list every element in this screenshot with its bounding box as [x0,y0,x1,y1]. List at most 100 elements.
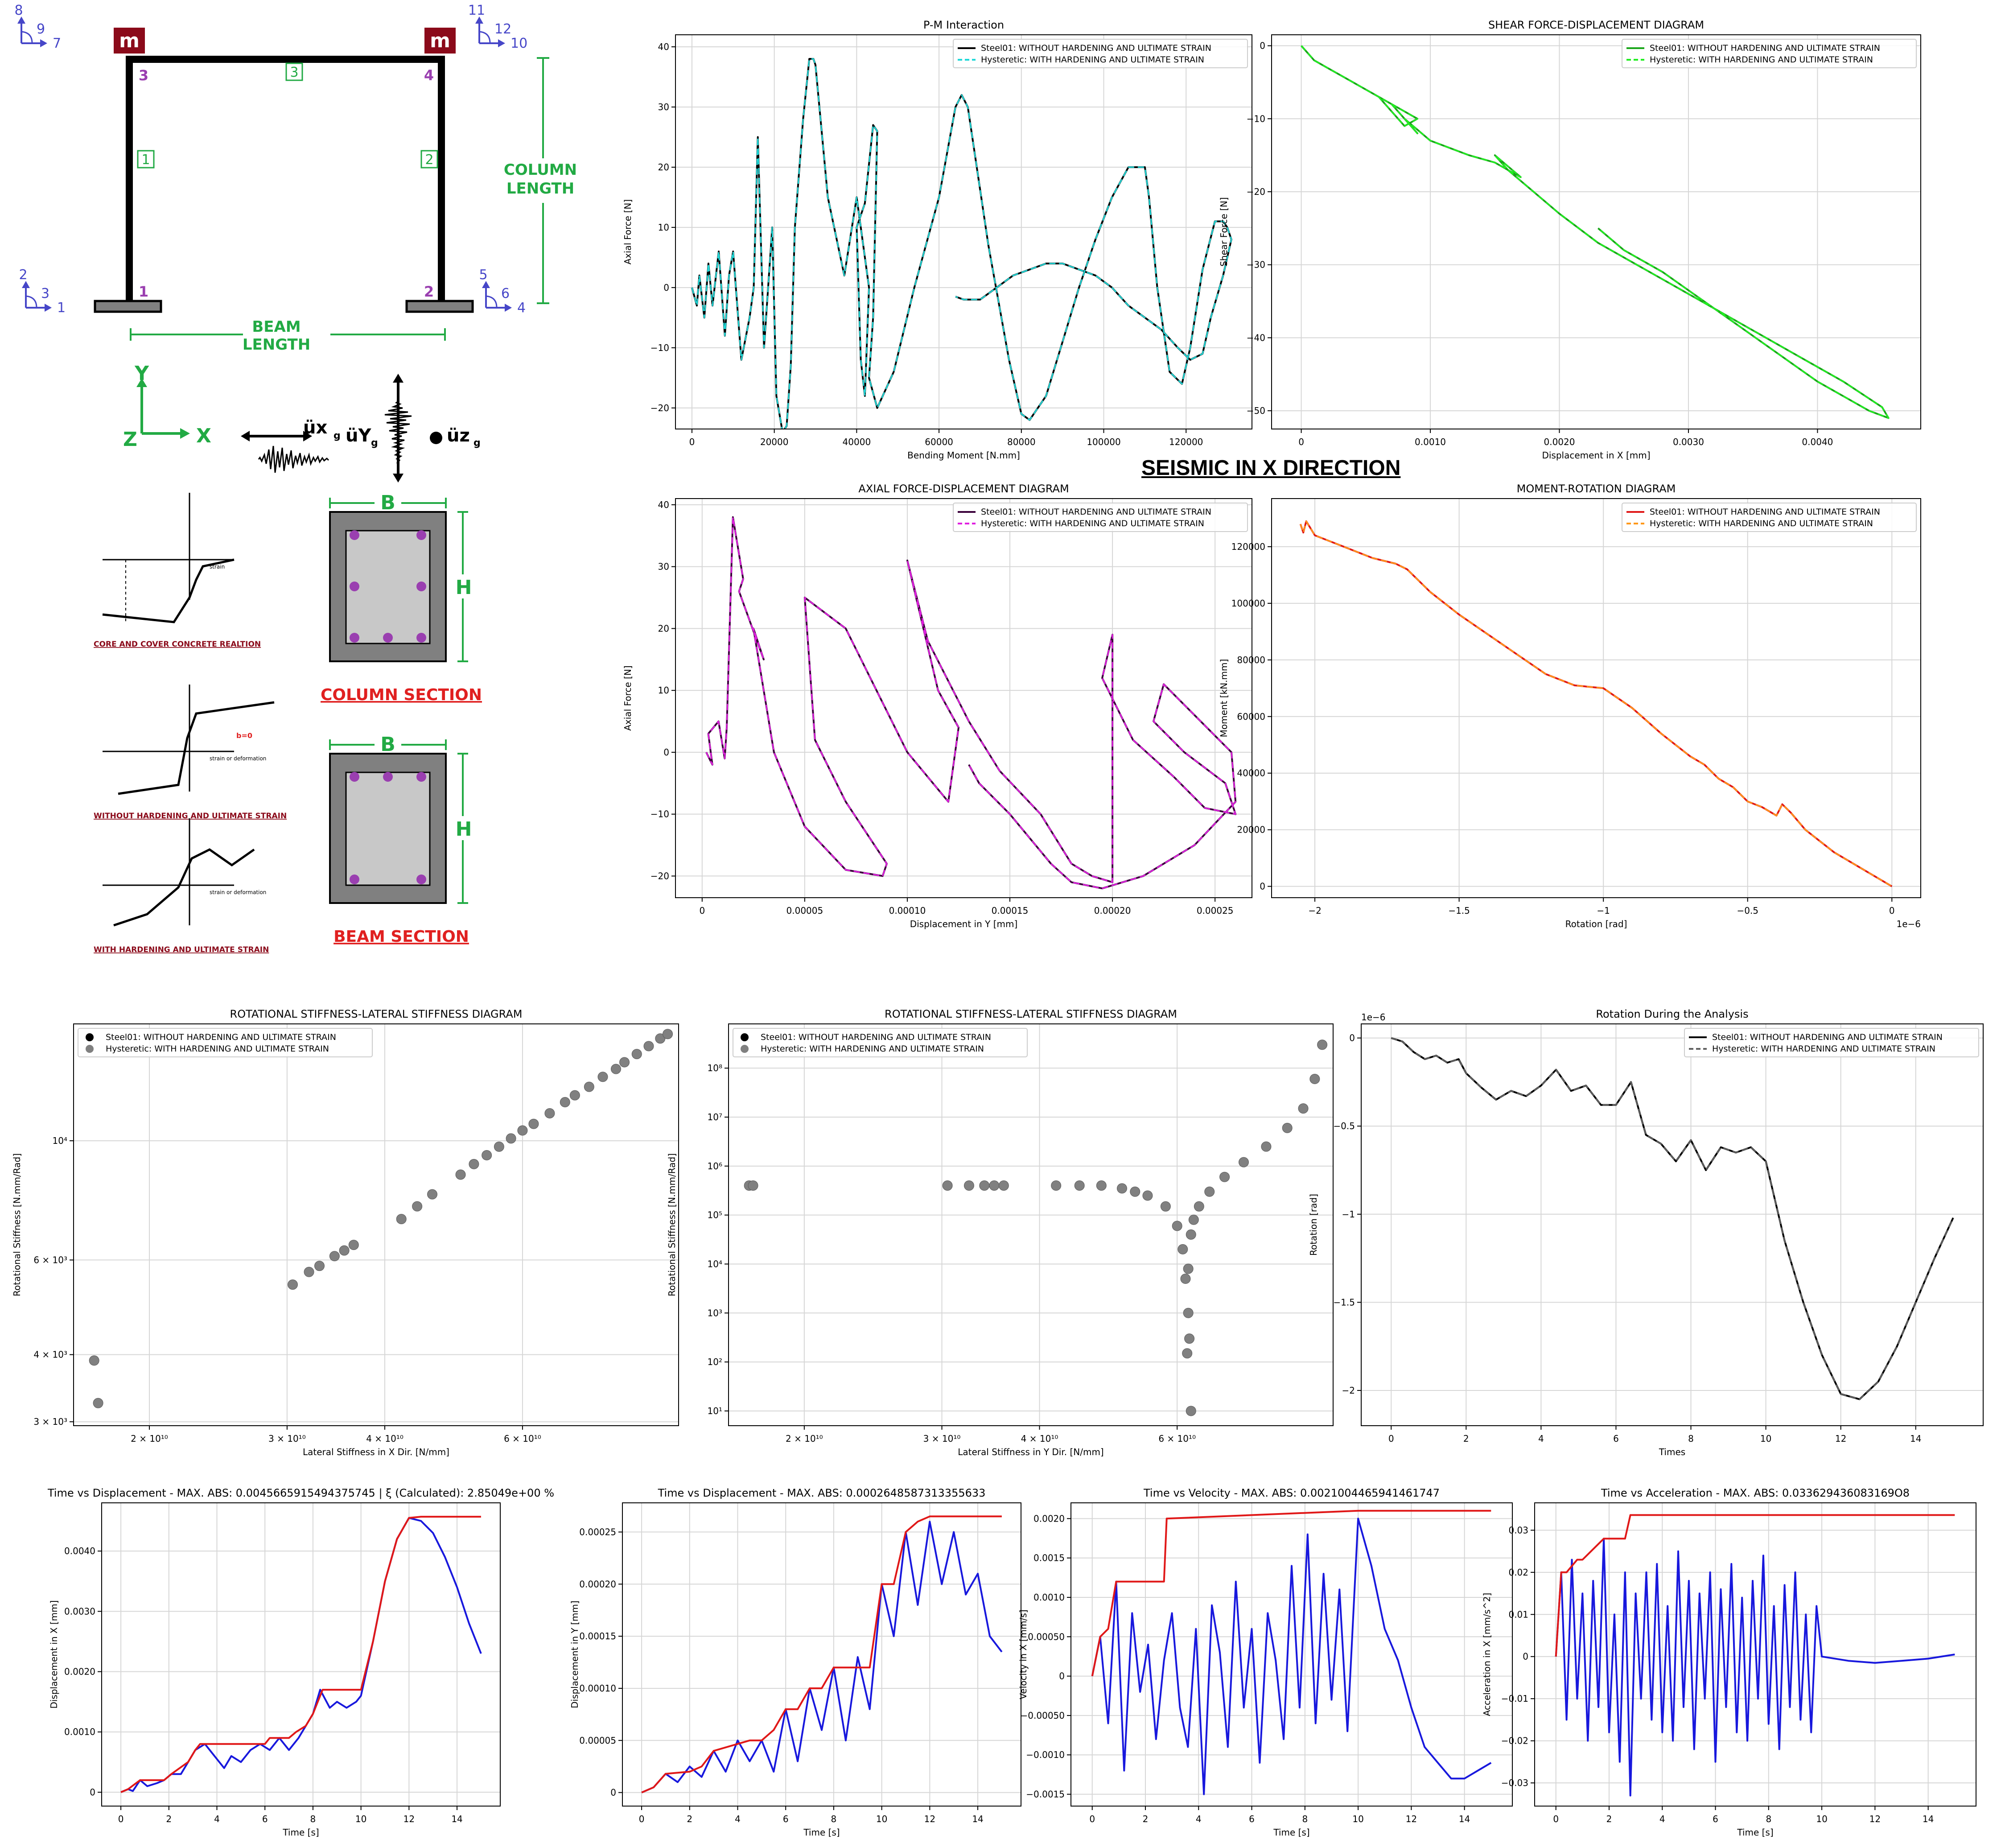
x-tick-label: −2 [1308,905,1321,916]
y-tick-label: −10 [651,809,669,820]
scatter-point [597,1072,608,1082]
x-tick-label: 10 [1816,1814,1827,1824]
ground-motion-z-symbol [430,432,442,444]
series-line [120,1516,481,1793]
dof-rotation-arc [486,295,498,308]
legend-label: Steel01: WITHOUT HARDENING AND ULTIMATE … [1650,43,1880,53]
scatter-point [1186,1406,1196,1416]
x-tick-label: 0 [1388,1433,1394,1444]
scatter-point [93,1398,103,1408]
x-tick-label: 60000 [925,437,953,447]
scatter-point [304,1266,314,1277]
x-tick-label: 2 [1463,1433,1469,1444]
scatter-point [1183,1263,1194,1274]
global-z-label: Z [123,428,137,451]
y-tick-label: 0.00015 [579,1631,616,1642]
x-tick-label: 0.00020 [1094,905,1131,916]
scatter-point [1317,1040,1328,1050]
ground-motion-y-label: üY [346,425,371,446]
beam-length-label: BEAM [252,318,301,336]
material-curve [113,848,255,927]
y-tick-label: −0.0010 [1026,1749,1065,1760]
scatter-point [1188,1214,1199,1225]
dof-arrowhead [22,281,30,288]
y-tick-label: 120000 [1231,541,1265,552]
column-label-bg [499,158,587,203]
y-tick-label: 0.0020 [1033,1513,1065,1524]
global-x-label: X [196,425,211,447]
scatter-point [329,1251,340,1262]
legend-box [1684,1028,1979,1057]
material-caption: CORE AND COVER CONCRETE REALTION [94,640,261,649]
scatter-point [314,1261,325,1271]
x-tick-label: 4 [1538,1433,1544,1444]
ground-motion-arrowhead [303,431,312,441]
x-tick-label: 0.00015 [992,905,1029,916]
element-number: 1 [141,152,150,168]
series-line [1301,45,1890,419]
dof-rotation-arc [479,31,491,44]
x-tick-label: 14 [1923,1814,1934,1824]
x-axis-label: Time [s] [282,1827,319,1838]
y-tick-label: 20 [658,162,669,173]
y-tick-label: 0.00025 [579,1526,616,1537]
scatter-point [1204,1186,1215,1197]
chart-title: ROTATIONAL STIFFNESS-LATERAL STIFFNESS D… [230,1008,523,1020]
series-line [1091,1510,1491,1676]
plot-frame [1534,1502,1976,1807]
scatter-point [1178,1244,1188,1254]
y-tick-label: 6 × 10³ [33,1254,67,1265]
scatter-point [643,1041,654,1052]
x-tick-label: 6 [1613,1433,1619,1444]
plot-frame [675,34,1252,429]
section-b-label: B [380,733,395,756]
x-tick-label: 6 [262,1814,268,1824]
y-tick-label: 40 [658,41,669,52]
mass-block [114,28,145,54]
legend-label: Steel01: WITHOUT HARDENING AND ULTIMATE … [761,1032,991,1042]
legend-label: Hysteretic: WITH HARDENING AND ULTIMATE … [981,519,1204,528]
scatter-point [517,1125,528,1136]
charts-layer: 0 20000 40000 60000 80000 100000 120000−20−100… [12,19,1984,1838]
legend-marker [741,1033,749,1041]
legend-label: Hysteretic: WITH HARDENING AND ULTIMATE … [1650,55,1873,65]
y-tick-label: 10⁶ [708,1161,722,1172]
x-tick-label: 8 [310,1814,316,1824]
chart-title: SHEAR FORCE-DISPLACEMENT DIAGRAM [1488,19,1704,31]
y-tick-label: −40 [1247,332,1265,343]
section-h-label: H [456,576,472,599]
y-tick-label: 0.02 [1508,1567,1528,1578]
x-tick-label: 0.0010 [1415,437,1446,447]
y-tick-label: −0.00050 [1021,1710,1065,1721]
global-x-arrowhead [180,428,190,439]
x-tick-label: 0 [1889,905,1895,916]
series-line [705,516,1236,889]
chart-rot: 0 2 4 6 8 10 12 14 −2 −1.5 −1 −0.5 0 Rotation During … [1308,1008,1984,1457]
scatter-point [1298,1103,1309,1114]
plot-frame [101,1502,501,1807]
y-axis-label: Moment [kN.mm] [1219,659,1229,738]
dof-arrowhead [475,16,483,24]
beam-label-bg [243,316,330,352]
x-tick-label: 0 [689,437,695,447]
node-number: 4 [424,67,434,84]
x-tick-label: 40000 [843,437,871,447]
y-tick-label: 0 [1059,1671,1065,1682]
y-tick-label: 0 [1260,881,1265,892]
y-tick-label: −0.01 [1501,1693,1528,1704]
x-axis-label: Rotation [rad] [1565,919,1627,929]
element-number: 3 [290,65,298,80]
legend-label: Steel01: WITHOUT HARDENING AND ULTIMATE … [981,43,1211,53]
scatter-point [528,1118,539,1129]
y-tick-label: −50 [1247,405,1265,416]
support-right [405,300,474,313]
scatter-point [663,1029,673,1040]
chart-tvx: 0 2 4 6 8 10 12 14 −0.0015 −0.0010 −0.00050 0 0.0005… [1018,1487,1513,1838]
dof-label: 9 [37,21,45,37]
x-axis-label: Time [s] [1273,1827,1309,1838]
legend-label: Steel01: WITHOUT HARDENING AND ULTIMATE … [981,507,1211,517]
y-tick-label: 4 × 10³ [33,1349,67,1360]
section-h-label: H [456,818,472,841]
scatter-point [1180,1274,1191,1284]
x-tick-label: 3 × 10¹⁰ [923,1433,961,1444]
